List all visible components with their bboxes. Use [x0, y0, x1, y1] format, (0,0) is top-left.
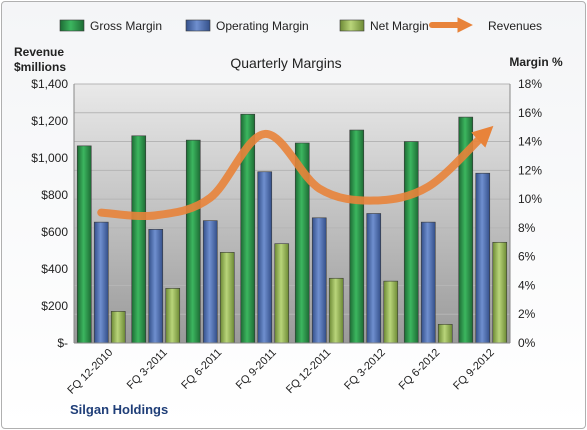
bar-operating-margin — [93, 221, 109, 344]
bar-operating-margin — [311, 217, 327, 344]
bar-operating-margin — [257, 171, 273, 344]
right-tick-label: 2% — [518, 307, 536, 321]
bar-gross-margin — [76, 145, 92, 344]
x-category-label: FQ 3-2012 — [342, 347, 388, 393]
right-tick-label: 6% — [518, 250, 536, 264]
right-tick-label: 4% — [518, 278, 536, 292]
right-tick-label: 18% — [518, 77, 542, 91]
bar-net-margin — [165, 288, 181, 344]
x-category-label: FQ 9-2012 — [451, 347, 497, 393]
right-tick-label: 10% — [518, 192, 542, 206]
bar-operating-margin — [420, 221, 436, 344]
bar-net-margin — [328, 277, 344, 344]
bar-net-margin — [437, 323, 453, 344]
company-name: Silgan Holdings — [70, 402, 168, 417]
legend-swatch-gross-margin — [59, 19, 85, 32]
bar-net-margin — [274, 243, 290, 344]
legend-label-revenues: Revenues — [488, 19, 542, 33]
bar-gross-margin — [131, 135, 147, 344]
bar-net-margin — [383, 280, 399, 344]
legend-swatch-net-margin — [339, 19, 365, 32]
revenues-line — [97, 125, 494, 221]
left-tick-label: $1,200 — [31, 114, 68, 128]
left-tick-label: $400 — [41, 262, 68, 276]
bar-net-margin — [110, 311, 126, 344]
bar-operating-margin — [475, 172, 491, 344]
bar-gross-margin — [349, 129, 365, 344]
right-tick-label: 8% — [518, 221, 536, 235]
legend-label-operating-margin: Operating Margin — [216, 19, 309, 33]
right-tick-label: 0% — [518, 336, 536, 350]
right-axis-label: Margin % — [509, 55, 563, 69]
left-tick-label: $200 — [41, 299, 68, 313]
x-category-label: FQ 6-2012 — [397, 347, 443, 393]
legend-swatch-operating-margin — [185, 19, 211, 32]
right-tick-label: 16% — [518, 106, 542, 120]
right-tick-label: 12% — [518, 163, 542, 177]
left-tick-label: $- — [57, 336, 68, 350]
left-axis-label-line2: $millions — [14, 60, 66, 74]
x-category-label: FQ 12-2011 — [284, 347, 333, 396]
bar-operating-margin — [148, 229, 164, 344]
x-category-label: FQ 9-2011 — [234, 347, 279, 392]
bar-gross-margin — [185, 139, 201, 344]
x-category-label: FQ 3-2011 — [125, 347, 170, 392]
left-tick-label: $600 — [41, 225, 68, 239]
x-category-label: FQ 6-2011 — [179, 347, 224, 392]
bar-net-margin — [219, 252, 235, 344]
x-category-label: FQ 12-2010 — [65, 347, 115, 397]
left-tick-label: $1,000 — [31, 151, 68, 165]
left-tick-label: $800 — [41, 188, 68, 202]
right-tick-label: 14% — [518, 135, 542, 149]
chart-title: Quarterly Margins — [230, 55, 341, 71]
bar-operating-margin — [202, 220, 218, 344]
legend-label-net-margin: Net Margin — [370, 19, 429, 33]
bar-operating-margin — [366, 213, 382, 344]
left-axis-label-line1: Revenue — [14, 45, 64, 59]
left-tick-label: $1,400 — [31, 77, 68, 91]
bar-gross-margin — [403, 141, 419, 344]
legend-label-gross-margin: Gross Margin — [90, 19, 162, 33]
bar-net-margin — [492, 241, 508, 344]
